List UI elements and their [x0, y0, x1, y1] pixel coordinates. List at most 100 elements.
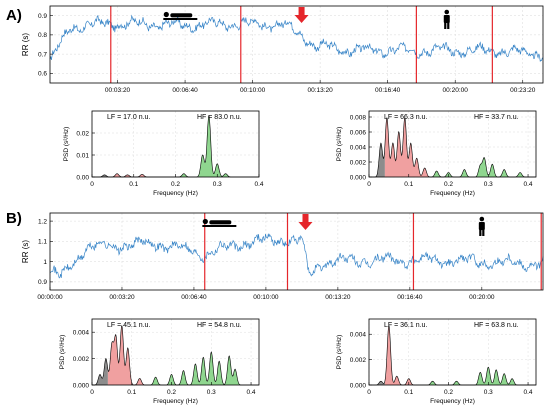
- hf-annotation: HF = 63.8 n.u.: [474, 322, 519, 329]
- standing-person-icon: [443, 9, 450, 29]
- psd-xlabel: Frequency (Hz): [430, 190, 475, 197]
- psd-xtick-label: 0.2: [444, 389, 453, 396]
- rr-xtick-label: 00:13:20: [307, 87, 333, 94]
- vlf-band-area: [92, 358, 108, 385]
- psd-xlabel: Frequency (Hz): [430, 398, 475, 405]
- psd-xtick-label: 0.1: [404, 389, 413, 396]
- psd-xtick-label: 0.4: [524, 181, 533, 188]
- rr-xtick-label: 00:13:20: [325, 294, 351, 301]
- psd-xtick-label: 0.4: [524, 389, 533, 396]
- psd-xlabel: Frequency (Hz): [153, 190, 198, 197]
- torso-icon: [443, 15, 450, 23]
- psd-ytick-label: 0.004: [73, 330, 90, 337]
- rr-ytick-label: 1: [43, 259, 47, 266]
- psd-xtick-label: 0.1: [404, 181, 413, 188]
- psd-xtick-label: 0.4: [247, 389, 256, 396]
- rr-xtick-label: 00:23:20: [510, 87, 536, 94]
- rr-frame: [49, 212, 544, 291]
- lf-annotation: LF = 36.1 n.u.: [384, 322, 427, 329]
- psd-xtick-label: 0: [90, 181, 94, 188]
- rr-xtick-label: 00:20:00: [469, 294, 495, 301]
- psd-frame: [91, 318, 260, 386]
- hf-band-area: [151, 352, 259, 385]
- rr-ylabel: RR (s): [21, 33, 30, 56]
- lf-annotation: LF = 66.3 n.u.: [384, 114, 427, 121]
- supine-person-icon: [202, 218, 237, 227]
- panel-label-A: A): [6, 7, 22, 24]
- rr-plot-A: 0.9 0.8 0.7 0.6 00:03:20 00:06:40 00:10:00 00:1…: [21, 5, 544, 94]
- rr-ytick-label: 0.9: [38, 13, 47, 20]
- psd-xtick-label: 0.2: [444, 181, 453, 188]
- rr-plot-B: 1.2 1.1 1 0.9 00:00:00 00:03:20 00:06:40 00:10:…: [21, 212, 544, 301]
- lf-band-area: [107, 325, 152, 385]
- hf-annotation: HF = 54.8 n.u.: [197, 322, 242, 329]
- leg-icon: [447, 22, 450, 29]
- psd-ylabel: PSD (s²/Hz): [336, 335, 343, 370]
- psd-frame: [368, 318, 537, 386]
- torso-icon: [478, 222, 485, 230]
- rr-xtick-label: 00:10:00: [253, 294, 279, 301]
- rr-xtick-label: 00:20:00: [443, 87, 469, 94]
- rr-ytick-label: 0.7: [38, 51, 47, 58]
- leg-icon: [479, 229, 482, 236]
- hf-annotation: HF = 33.7 n.u.: [474, 114, 519, 121]
- rr-xtick-label: 00:06:40: [181, 294, 207, 301]
- psd-xtick-label: 0.2: [171, 181, 180, 188]
- psd-xtick-label: 0.4: [254, 181, 263, 188]
- psd-ytick-label: 0.000: [350, 382, 367, 389]
- tilt-arrow-icon: [294, 7, 309, 23]
- psd-ytick-label: 0.006: [350, 129, 367, 136]
- psd-ytick-label: 0.002: [350, 357, 367, 364]
- psd-ytick-label: 0.004: [350, 332, 367, 339]
- lf-annotation: LF = 17.0 n.u.: [107, 114, 150, 121]
- psd-ylabel: PSD (s²/Hz): [63, 127, 70, 162]
- psd-ytick-label: 0.008: [350, 114, 367, 121]
- rr-xtick-label: 00:06:40: [172, 87, 198, 94]
- rr-series-line: [49, 14, 544, 63]
- psd-xlabel: Frequency (Hz): [153, 398, 198, 405]
- psd-frame: [368, 110, 537, 178]
- psd-ytick-label: 0.000: [73, 382, 90, 389]
- panel-label-B: B): [6, 210, 22, 227]
- lf-annotation: LF = 45.1 n.u.: [107, 322, 150, 329]
- lf-band-area: [108, 173, 155, 177]
- vlf-band-area: [369, 143, 385, 177]
- vlf-band-area: [369, 381, 385, 385]
- rr-xtick-label: 00:16:40: [375, 87, 401, 94]
- tilt-arrow-icon: [298, 214, 313, 230]
- head-icon: [202, 218, 208, 225]
- hf-annotation: HF = 83.0 n.u.: [197, 114, 242, 121]
- leg-icon: [444, 22, 447, 29]
- psd-ytick-label: 0.02: [76, 130, 89, 137]
- psd-xtick-label: 0.1: [129, 181, 138, 188]
- rr-xtick-label: 00:10:00: [240, 87, 266, 94]
- rr-xtick-label: 00:03:20: [105, 87, 131, 94]
- psd-ytick-label: 0.01: [76, 152, 89, 159]
- rr-ytick-label: 0.6: [38, 71, 47, 78]
- psd-series-line: [92, 325, 259, 386]
- psd-ylabel: PSD (s²/Hz): [59, 335, 66, 370]
- psd-xtick-label: 0: [367, 389, 371, 396]
- psd-xtick-label: 0.3: [484, 181, 493, 188]
- rr-xtick-label: 00:16:40: [397, 294, 423, 301]
- psd-xtick-label: 0.3: [213, 181, 222, 188]
- rr-ytick-label: 0.9: [38, 279, 47, 286]
- rr-ytick-label: 1.2: [38, 218, 47, 225]
- standing-person-icon: [478, 216, 485, 236]
- rr-ytick-label: 1.1: [38, 239, 47, 246]
- head-icon: [163, 11, 169, 18]
- supine-person-icon: [163, 11, 198, 20]
- rr-frame: [49, 5, 544, 84]
- psd-ytick-label: 0.000: [350, 174, 367, 181]
- rr-xtick-label: 00:03:20: [109, 294, 135, 301]
- psd-ytick-label: 0.00: [76, 174, 89, 181]
- psd-ytick-label: 0.002: [350, 159, 367, 166]
- rr-ytick-label: 0.8: [38, 32, 47, 39]
- bed-icon: [202, 225, 237, 227]
- psd-ytick-label: 0.004: [350, 144, 367, 151]
- psd-ylabel: PSD (s²/Hz): [336, 127, 343, 162]
- psd-xtick-label: 0: [367, 181, 371, 188]
